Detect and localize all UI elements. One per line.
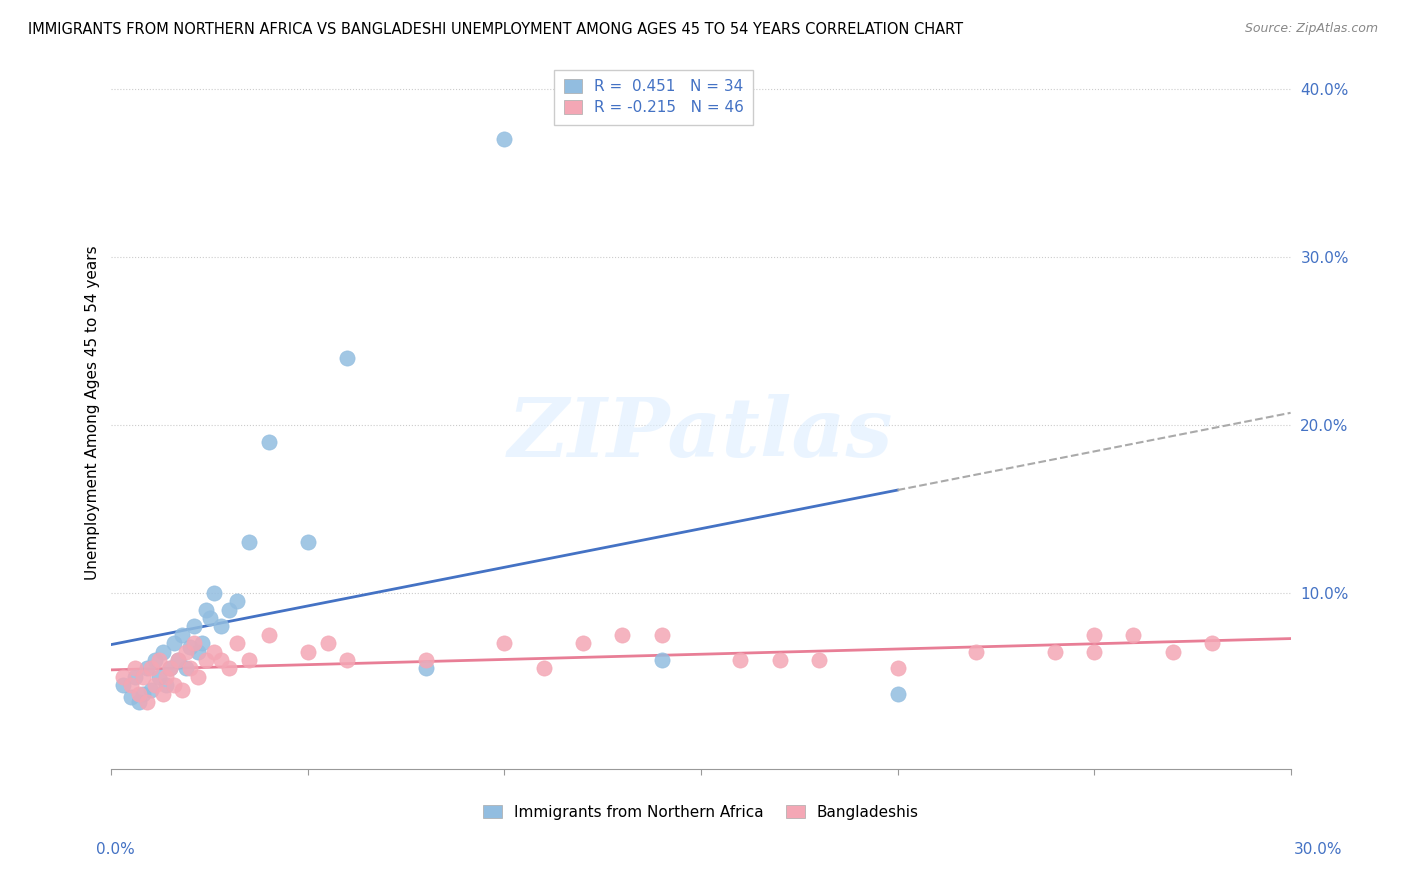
Point — [494, 132, 516, 146]
Point — [651, 653, 673, 667]
Point — [238, 535, 260, 549]
Point — [336, 351, 359, 365]
Point — [415, 661, 437, 675]
Point — [194, 653, 217, 667]
Point — [297, 535, 319, 549]
Point — [211, 619, 233, 633]
Point — [143, 653, 166, 667]
Point — [148, 653, 170, 667]
Point — [172, 683, 194, 698]
Point — [139, 661, 162, 675]
Point — [124, 661, 146, 675]
Point — [159, 661, 181, 675]
Point — [112, 670, 135, 684]
Point — [174, 661, 197, 675]
Point — [163, 678, 186, 692]
Point — [128, 695, 150, 709]
Point — [152, 687, 174, 701]
Text: IMMIGRANTS FROM NORTHERN AFRICA VS BANGLADESHI UNEMPLOYMENT AMONG AGES 45 TO 54 : IMMIGRANTS FROM NORTHERN AFRICA VS BANGL… — [28, 22, 963, 37]
Point — [1083, 645, 1105, 659]
Point — [120, 678, 142, 692]
Point — [886, 661, 908, 675]
Point — [202, 645, 225, 659]
Point — [135, 661, 157, 675]
Point — [159, 661, 181, 675]
Point — [257, 434, 280, 449]
Point — [124, 670, 146, 684]
Point — [533, 661, 555, 675]
Point — [155, 670, 177, 684]
Point — [167, 653, 190, 667]
Point — [163, 636, 186, 650]
Point — [651, 628, 673, 642]
Point — [179, 640, 201, 654]
Text: Source: ZipAtlas.com: Source: ZipAtlas.com — [1244, 22, 1378, 36]
Point — [257, 628, 280, 642]
Point — [730, 653, 752, 667]
Point — [155, 678, 177, 692]
Point — [297, 645, 319, 659]
Point — [226, 594, 249, 608]
Point — [183, 636, 205, 650]
Point — [1201, 636, 1223, 650]
Point — [191, 636, 214, 650]
Point — [187, 645, 209, 659]
Point — [194, 602, 217, 616]
Point — [198, 611, 221, 625]
Point — [172, 628, 194, 642]
Point — [202, 586, 225, 600]
Legend: Immigrants from Northern Africa, Bangladeshis: Immigrants from Northern Africa, Banglad… — [477, 798, 925, 826]
Point — [1161, 645, 1184, 659]
Text: 30.0%: 30.0% — [1295, 842, 1343, 856]
Point — [226, 636, 249, 650]
Point — [211, 653, 233, 667]
Point — [135, 695, 157, 709]
Point — [120, 690, 142, 704]
Point — [128, 687, 150, 701]
Point — [415, 653, 437, 667]
Point — [494, 636, 516, 650]
Point — [1122, 628, 1144, 642]
Point — [112, 678, 135, 692]
Point — [218, 661, 240, 675]
Point — [187, 670, 209, 684]
Text: ZIPatlas: ZIPatlas — [508, 393, 894, 474]
Y-axis label: Unemployment Among Ages 45 to 54 years: Unemployment Among Ages 45 to 54 years — [86, 245, 100, 580]
Point — [886, 687, 908, 701]
Point — [139, 683, 162, 698]
Point — [148, 670, 170, 684]
Point — [807, 653, 830, 667]
Point — [1083, 628, 1105, 642]
Point — [768, 653, 790, 667]
Point — [132, 670, 155, 684]
Point — [336, 653, 359, 667]
Point — [132, 687, 155, 701]
Point — [572, 636, 595, 650]
Point — [152, 645, 174, 659]
Point — [316, 636, 339, 650]
Point — [238, 653, 260, 667]
Point — [612, 628, 634, 642]
Point — [1043, 645, 1066, 659]
Point — [218, 602, 240, 616]
Point — [179, 661, 201, 675]
Point — [174, 645, 197, 659]
Point — [167, 653, 190, 667]
Point — [965, 645, 987, 659]
Point — [143, 678, 166, 692]
Text: 0.0%: 0.0% — [96, 842, 135, 856]
Point — [183, 619, 205, 633]
